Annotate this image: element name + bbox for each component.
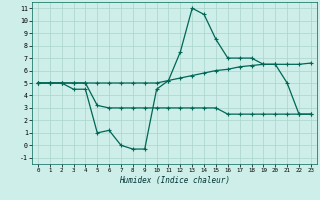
X-axis label: Humidex (Indice chaleur): Humidex (Indice chaleur) bbox=[119, 176, 230, 185]
